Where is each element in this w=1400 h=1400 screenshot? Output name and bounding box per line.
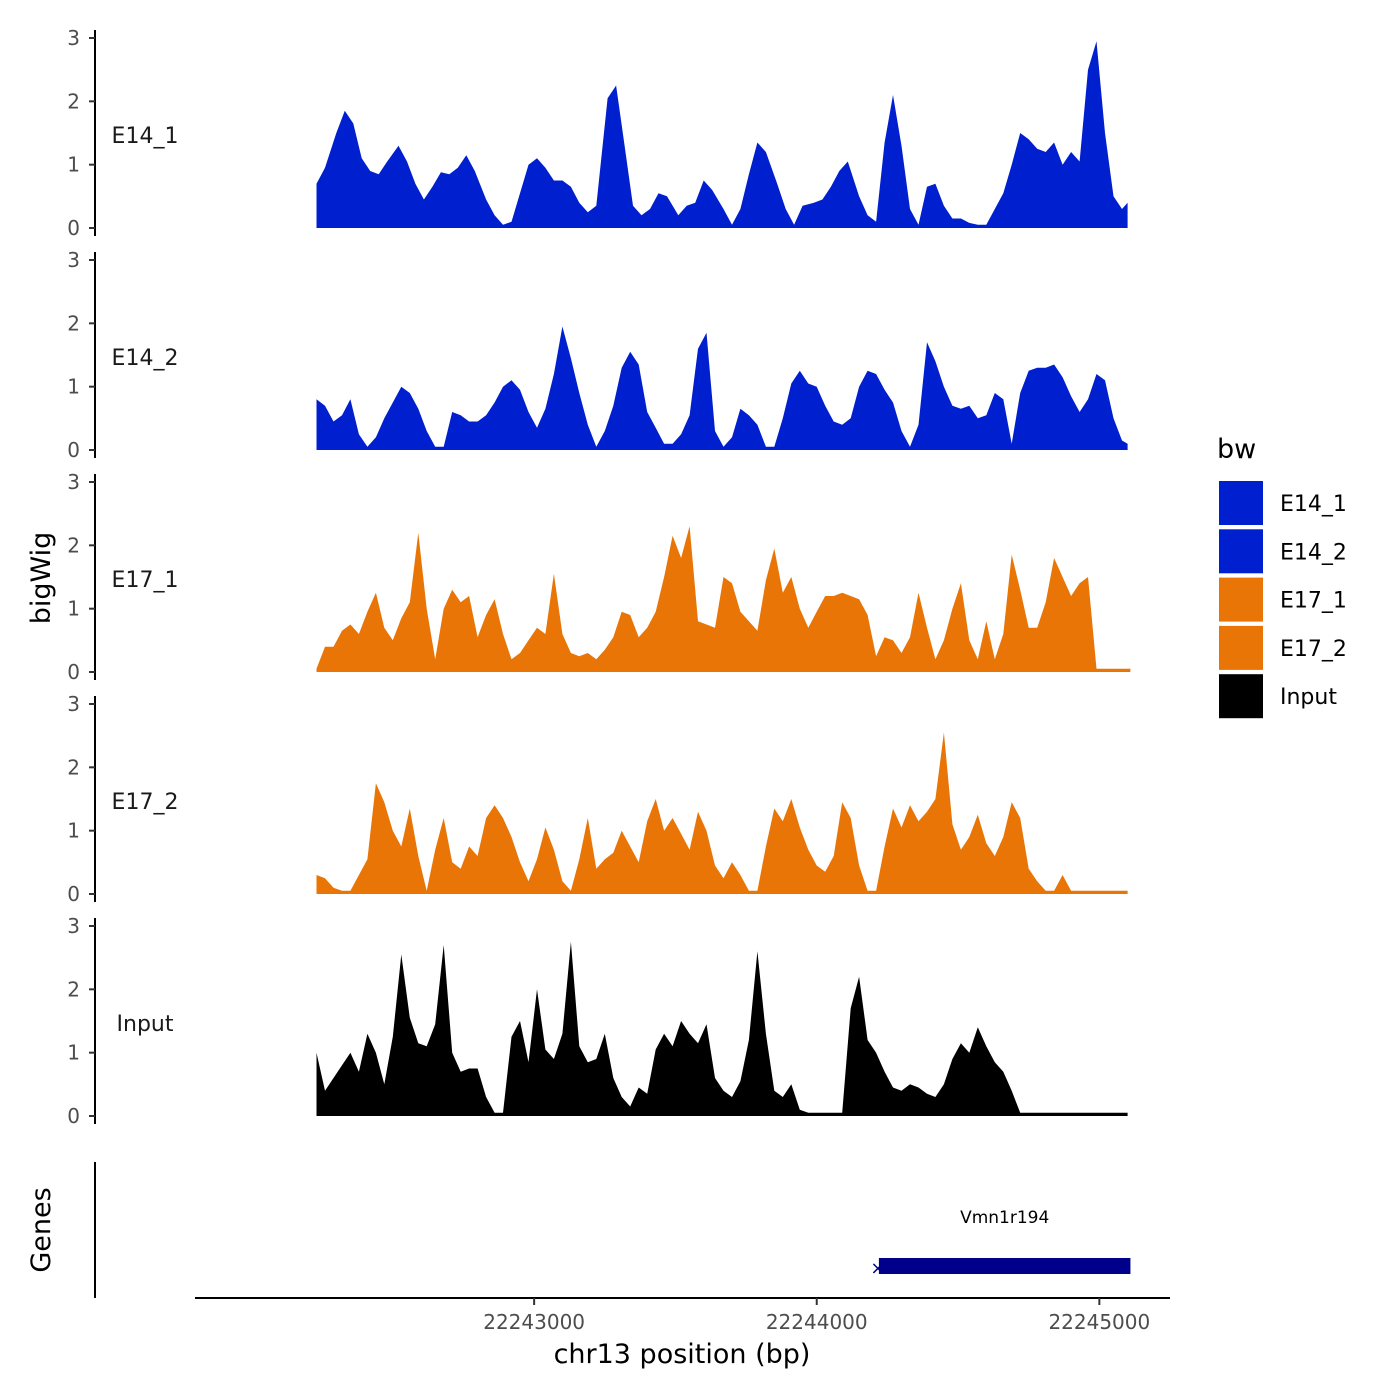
signal-area-E17_1	[316, 526, 1131, 672]
y-tick-label: 2	[67, 89, 80, 113]
y-tick-label: 0	[67, 438, 80, 462]
y-tick-label: 1	[67, 153, 80, 177]
legend-entries: E14_1 E14_2 E17_1 E17_2 Input	[1219, 481, 1347, 719]
track-E17_2: 0 1 2 3 E17_2	[67, 692, 1128, 906]
legend-label: Input	[1280, 685, 1337, 710]
x-axis-ticks: 22243000 22244000 22245000	[483, 1298, 1150, 1334]
y-tick-label: 0	[67, 882, 80, 906]
legend-swatch	[1219, 529, 1263, 574]
track-Input: 0 1 2 3 Input	[67, 914, 1128, 1128]
y-tick-label: 2	[67, 533, 80, 557]
legend-label: E14_1	[1280, 492, 1347, 517]
y-axis-title: bigWig	[26, 532, 57, 625]
y-tick-label: 1	[67, 375, 80, 399]
track-label: E17_1	[112, 568, 179, 593]
signal-area-E14_1	[316, 41, 1128, 229]
y-tick-label: 0	[67, 1104, 80, 1128]
track-E17_1: 0 1 2 3 E17_1	[67, 470, 1131, 684]
track-label: E14_1	[112, 124, 179, 149]
track-label: E14_2	[112, 346, 179, 371]
y-tick-label: 3	[67, 26, 80, 50]
y-tick-label: 3	[67, 470, 80, 494]
y-tick-label: 3	[67, 914, 80, 938]
y-tick-label: 1	[67, 1041, 80, 1065]
y-tick-label: 2	[67, 977, 80, 1001]
x-axis-title: chr13 position (bp)	[554, 1339, 811, 1370]
track-label: Input	[117, 1012, 174, 1037]
x-tick-label: 22243000	[483, 1310, 585, 1334]
legend-label: E14_2	[1280, 540, 1347, 565]
legend-label: E17_2	[1280, 637, 1347, 662]
legend-swatch	[1219, 625, 1263, 670]
genes-axis-title: Genes	[26, 1187, 57, 1272]
y-tick-label: 1	[67, 597, 80, 621]
y-tick-label: 0	[67, 660, 80, 684]
legend-swatch	[1219, 674, 1263, 719]
legend-swatch	[1219, 481, 1263, 525]
signal-area-E14_2	[316, 326, 1128, 450]
legend-swatch	[1219, 577, 1263, 622]
y-tick-label: 0	[67, 216, 80, 240]
y-tick-label: 2	[67, 311, 80, 335]
gene-models: × Vmn1r194	[870, 1208, 1131, 1279]
gene-panel: × Vmn1r194 22243000 22244000 22245000	[94, 1162, 1170, 1334]
y-tick-label: 3	[67, 692, 80, 716]
legend-label: E17_1	[1280, 589, 1347, 614]
legend: bw E14_1 E14_2 E17_1 E17_2 Input	[1217, 434, 1347, 719]
track-label: E17_2	[112, 790, 179, 815]
y-tick-label: 1	[67, 819, 80, 843]
gene-label: Vmn1r194	[960, 1208, 1049, 1228]
signal-area-E17_2	[316, 732, 1128, 894]
signal-area-Input	[316, 941, 1128, 1116]
track-E14_2: 0 1 2 3 E14_2	[67, 248, 1128, 462]
signal-tracks: 0 1 2 3 E14_1 0 1 2 3 E14_2 0 1 2 3 E17_1 0 1 2 3 E17_2 0 1 2 3…	[67, 26, 1131, 1128]
track-E14_1: 0 1 2 3 E14_1	[67, 26, 1128, 240]
x-tick-label: 22244000	[766, 1310, 868, 1334]
y-tick-label: 2	[67, 755, 80, 779]
gene-strand-marker: ×	[870, 1258, 885, 1279]
y-tick-label: 3	[67, 248, 80, 272]
gene-body	[878, 1258, 1131, 1274]
x-tick-label: 22245000	[1048, 1310, 1150, 1334]
legend-title: bw	[1217, 434, 1256, 465]
